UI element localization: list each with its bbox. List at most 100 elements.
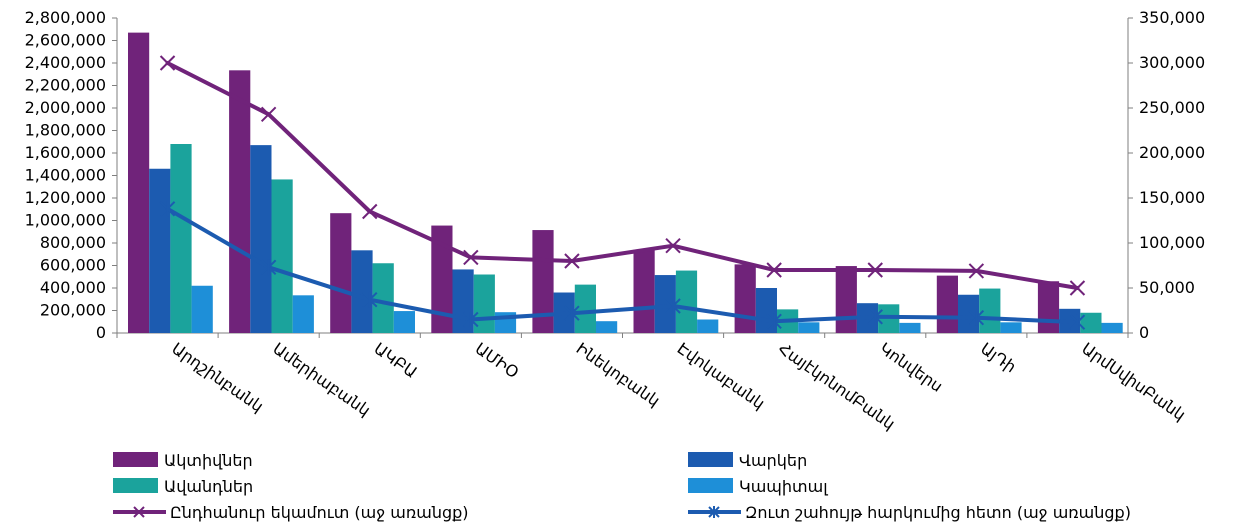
line-point-marker (564, 305, 580, 322)
legend-swatch (113, 478, 158, 493)
left-tick-label: 2,800,000 (25, 8, 106, 27)
line-point-marker (665, 237, 681, 254)
line-point-marker (766, 313, 782, 330)
bar (936, 275, 958, 333)
line-point-marker (1069, 314, 1086, 331)
category-label: Ինեկոբանկ (573, 339, 664, 411)
bar-series-group (128, 32, 1123, 333)
category-label: Էվոկաբանկ (674, 339, 769, 413)
line-point-marker (968, 309, 985, 326)
category-label: ԱրմՍվիսԲանկ (1078, 339, 1189, 425)
line-point-marker (665, 298, 681, 314)
line-point-marker (463, 311, 479, 328)
legend-swatch (113, 452, 158, 467)
line-point-marker (766, 262, 782, 278)
line-point-marker (1069, 280, 1086, 296)
bar (393, 311, 415, 333)
left-tick-label: 2,200,000 (25, 76, 106, 95)
bar (633, 249, 655, 333)
left-tick-label: 400,000 (40, 278, 106, 297)
bar (899, 322, 921, 333)
category-label: Ամերիաբանկ (269, 339, 374, 420)
legend-item: Ակտիվներ (113, 451, 253, 470)
right-tick-label: 350,000 (1139, 8, 1205, 27)
marker-stroke (968, 263, 985, 279)
bar (229, 70, 251, 333)
bar (798, 322, 820, 333)
line-point-marker (564, 253, 580, 269)
right-tick-label: 150,000 (1139, 188, 1205, 207)
legend-marker (133, 506, 145, 518)
right-tick-label: 100,000 (1139, 233, 1205, 252)
right-tick-label: 50,000 (1139, 278, 1195, 297)
line-point-marker (463, 249, 479, 266)
legend-label: Զուտ շահույթ հարկումից հետո (աջ առանցք) (745, 503, 1131, 522)
line-point-marker (260, 259, 277, 276)
legend-label: Ընդհանուր եկամուտ (աջ առանցք) (170, 503, 469, 522)
legend-label: Ակտիվներ (164, 451, 253, 470)
line-point-marker (968, 263, 985, 279)
marker-stroke (159, 55, 176, 71)
line-point-marker (362, 291, 378, 308)
right-tick-label: 200,000 (1139, 143, 1205, 162)
marker-stroke (867, 262, 883, 278)
legend-swatch (688, 452, 733, 467)
legend-swatch (688, 478, 733, 493)
series-line (165, 61, 1080, 290)
legend: Ակտիվներ Վարկեր Ավանդներ Կապիտալ Ընդհանուր ե… (113, 451, 1131, 522)
line-point-marker (867, 308, 883, 325)
category-label: Կոնվերս (876, 339, 946, 396)
bar (431, 225, 453, 333)
legend-item: Զուտ շահույթ հարկումից հետո (աջ առանցք) (688, 503, 1131, 522)
left-tick-label: 0 (96, 323, 106, 342)
left-tick-label: 1,400,000 (25, 166, 106, 185)
bar (351, 250, 373, 333)
marker-stroke (463, 249, 479, 266)
bar (835, 266, 857, 333)
right-tick-label: 250,000 (1139, 98, 1205, 117)
legend-label: Վարկեր (739, 451, 807, 470)
legend-item: Վարկեր (688, 451, 807, 470)
line-point-marker (362, 203, 378, 220)
line-point-marker (260, 106, 277, 123)
bar (734, 264, 756, 333)
left-tick-label: 2,400,000 (25, 53, 106, 72)
bar (271, 179, 293, 333)
line-series-group (159, 55, 1086, 331)
marker-stroke (564, 253, 580, 269)
bar (1000, 322, 1022, 333)
left-tick-label: 1,000,000 (25, 211, 106, 230)
legend-item: Ընդհանուր եկամուտ (աջ առանցք) (113, 503, 469, 522)
left-tick-label: 2,600,000 (25, 31, 106, 50)
left-tick-label: 1,600,000 (25, 143, 106, 162)
bar (654, 275, 676, 333)
left-tick-label: 1,800,000 (25, 121, 106, 140)
left-tick-label: 2,000,000 (25, 98, 106, 117)
line-point-marker (159, 200, 176, 217)
right-tick-label: 300,000 (1139, 53, 1205, 72)
category-label: ԱՄԻՕ (472, 339, 523, 382)
axes: 0 200,000 400,000 600,000 800,000 1,000,000 1,… (25, 8, 1206, 433)
bar (191, 285, 213, 333)
bar (574, 284, 596, 333)
bar (250, 145, 272, 333)
category-label: ԱյԴի (977, 339, 1020, 377)
bar (532, 230, 554, 333)
marker-stroke (1069, 280, 1086, 296)
legend-label: Կապիտալ (739, 477, 828, 496)
bar (1101, 322, 1123, 333)
series-line (165, 206, 1080, 325)
marker-stroke (362, 203, 378, 220)
bar (330, 213, 352, 333)
bar (958, 294, 980, 333)
bar (979, 288, 1001, 333)
marker-stroke (766, 262, 782, 278)
legend-item: Ավանդներ (113, 477, 253, 496)
left-tick-label: 1,200,000 (25, 188, 106, 207)
bar (149, 168, 171, 333)
bar (1037, 281, 1060, 333)
bar (675, 270, 698, 333)
category-label: Արդշինբանկ (168, 339, 267, 416)
bar (372, 263, 394, 333)
